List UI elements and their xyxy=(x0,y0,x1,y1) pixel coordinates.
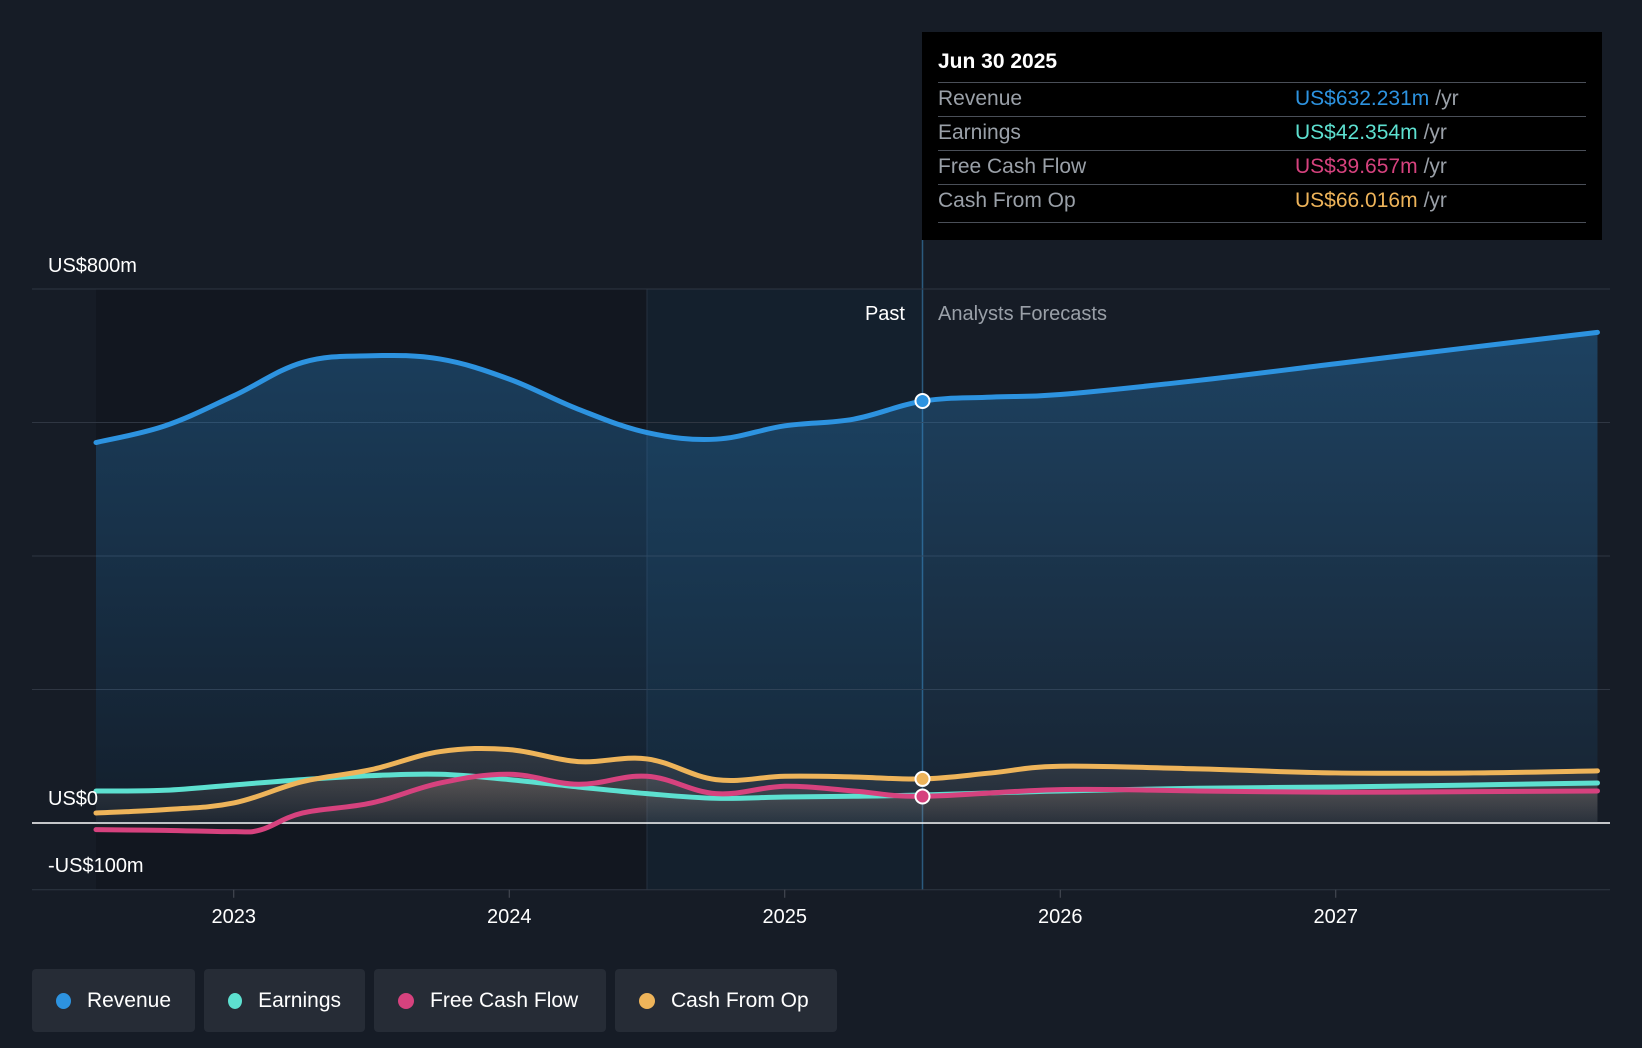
y-axis-label-top: US$800m xyxy=(48,255,137,277)
tooltip-value-earnings: US$42.354m xyxy=(1295,121,1418,144)
chart-legend: Revenue Earnings Free Cash Flow Cash Fro… xyxy=(32,969,837,1032)
tooltip-row-cash-from-op: Cash From Op US$66.016m/yr xyxy=(938,184,1586,219)
cash-from-op-dot-icon xyxy=(639,992,655,1009)
tooltip-label-revenue: Revenue xyxy=(938,87,1023,110)
free-cash-flow-marker xyxy=(914,788,931,805)
legend-label-earnings: Earnings xyxy=(258,988,341,1012)
tooltip-row-free-cash-flow: Free Cash Flow US$39.657m/yr xyxy=(938,150,1586,185)
free-cash-flow-dot-icon xyxy=(398,992,414,1009)
x-tick-label: 2023 xyxy=(212,906,257,928)
legend-item-free-cash-flow[interactable]: Free Cash Flow xyxy=(374,969,606,1032)
past-label: Past xyxy=(865,303,905,325)
tooltip-label-earnings: Earnings xyxy=(938,121,1021,144)
legend-item-cash-from-op[interactable]: Cash From Op xyxy=(615,969,837,1032)
x-tick-label: 2026 xyxy=(1038,906,1083,928)
tooltip-value-revenue: US$632.231m xyxy=(1295,87,1430,110)
tooltip-date: Jun 30 2025 xyxy=(938,50,1058,73)
legend-item-earnings[interactable]: Earnings xyxy=(204,969,365,1032)
legend-label-cash-from-op: Cash From Op xyxy=(671,988,809,1012)
tooltip-unit-earnings: /yr xyxy=(1423,121,1447,144)
cash-from-op-marker xyxy=(914,770,931,787)
tooltip-unit-free-cash-flow: /yr xyxy=(1423,155,1447,178)
tooltip-label-free-cash-flow: Free Cash Flow xyxy=(938,155,1087,178)
x-tick-label: 2024 xyxy=(487,906,532,928)
legend-label-free-cash-flow: Free Cash Flow xyxy=(430,988,579,1012)
tooltip-unit-cash-from-op: /yr xyxy=(1423,189,1447,212)
tooltip-row-revenue: Revenue US$632.231m/yr xyxy=(938,82,1586,117)
revenue-area xyxy=(96,332,1598,823)
y-axis-label-bottom: -US$100m xyxy=(48,855,144,877)
legend-label-revenue: Revenue xyxy=(86,988,171,1012)
tooltip-value-cash-from-op: US$66.016m xyxy=(1295,189,1418,212)
revenue-line xyxy=(93,329,1600,446)
cash-from-op-area xyxy=(96,748,1598,823)
legend-item-revenue[interactable]: Revenue xyxy=(32,969,195,1032)
x-tick-label: 2027 xyxy=(1314,906,1359,928)
revenue-marker xyxy=(914,392,931,409)
data-tooltip: Jun 30 2025 Revenue US$632.231m/yr Earni… xyxy=(922,32,1602,240)
tooltip-unit-revenue: /yr xyxy=(1435,87,1459,110)
earnings-dot-icon xyxy=(228,992,243,1009)
x-tick-label: 2025 xyxy=(763,906,808,928)
tooltip-divider xyxy=(938,222,1586,223)
cash-from-op-line xyxy=(93,745,1600,816)
tooltip-label-cash-from-op: Cash From Op xyxy=(938,189,1076,212)
forecast-label: Analysts Forecasts xyxy=(938,303,1107,325)
revenue-dot-icon xyxy=(56,992,71,1009)
tooltip-row-earnings: Earnings US$42.354m/yr xyxy=(938,116,1586,151)
free-cash-flow-line xyxy=(93,771,1600,835)
tooltip-value-free-cash-flow: US$39.657m xyxy=(1295,155,1418,178)
y-axis-label-zero: US$0 xyxy=(48,788,98,810)
